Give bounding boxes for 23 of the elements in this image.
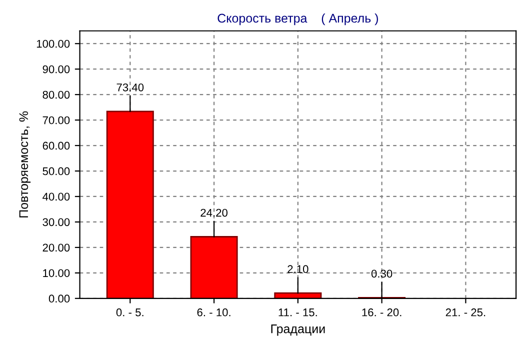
x-axis-title: Градации [271,324,325,336]
x-tick-label: 0. - 5. [116,308,144,316]
y-tick-label: 0.00 [48,294,70,303]
y-tick-label: 70.00 [42,116,70,124]
y-tick-label: 100.00 [36,40,70,48]
data-label: 2.10 [288,265,308,274]
data-label: 0.30 [371,270,392,278]
y-tick-label: 90.00 [42,65,70,74]
y-axis-title: Повторяемость, % [19,111,31,218]
y-tick-label: 50.00 [42,167,70,176]
chart-title: Скорость ветра ( Апрель ) [218,13,378,26]
x-tick-label: 21. - 25. [446,308,486,316]
data-label: 73.40 [116,83,144,92]
y-tick-label: 10.00 [43,269,70,278]
data-label: 24.20 [200,208,228,217]
x-tick-label: 11. - 15. [278,308,317,316]
y-tick-label: 20.00 [42,244,70,252]
x-tick-label: 6. - 10. [197,308,230,316]
y-tick-label: 80.00 [42,90,70,99]
x-tick-label: 16. - 20. [362,308,402,316]
y-tick-label: 60.00 [42,142,70,150]
y-tick-label: 40.00 [42,192,70,201]
y-tick-label: 30.00 [42,218,70,226]
